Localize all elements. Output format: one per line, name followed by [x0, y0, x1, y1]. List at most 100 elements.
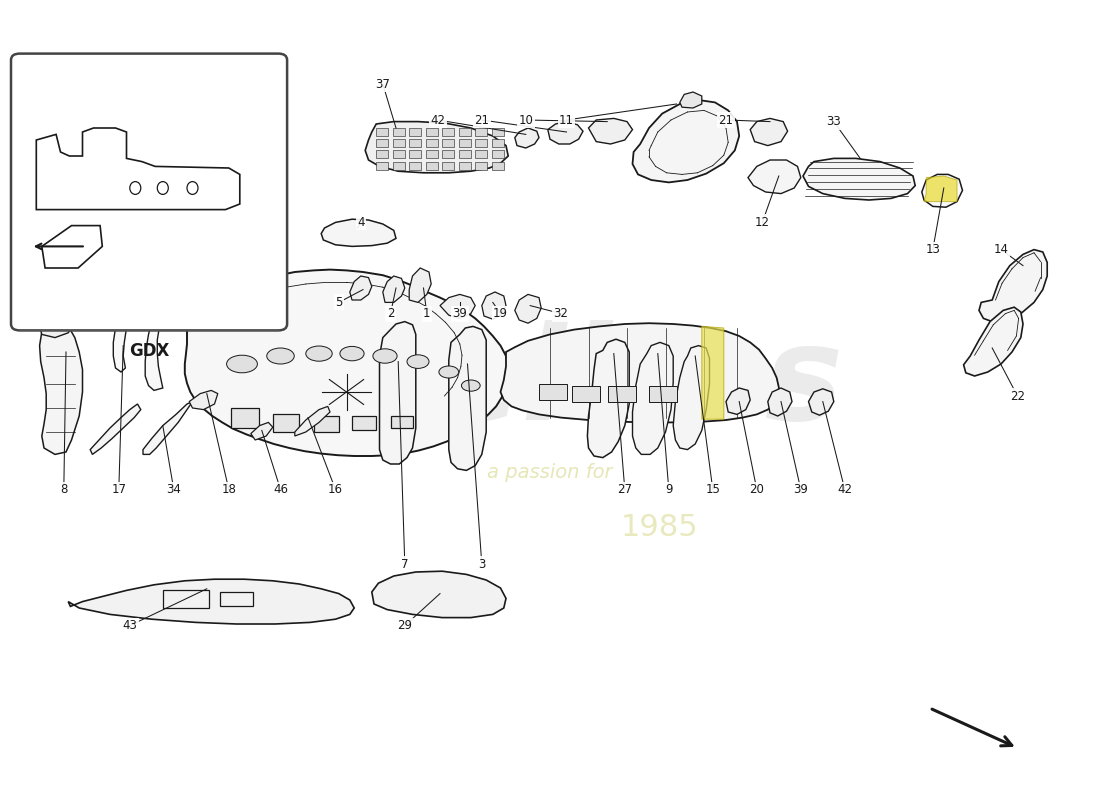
Text: 33: 33	[826, 115, 842, 128]
Polygon shape	[748, 160, 801, 194]
Ellipse shape	[340, 346, 364, 361]
Polygon shape	[409, 162, 421, 170]
Text: 9: 9	[666, 483, 672, 496]
Polygon shape	[492, 162, 504, 170]
Text: 18: 18	[221, 483, 236, 496]
Polygon shape	[390, 416, 412, 428]
Polygon shape	[539, 384, 566, 400]
Polygon shape	[442, 139, 454, 147]
Text: elites: elites	[432, 321, 844, 447]
Polygon shape	[649, 386, 676, 402]
Polygon shape	[492, 150, 504, 158]
Polygon shape	[42, 226, 102, 268]
Polygon shape	[808, 389, 834, 415]
Ellipse shape	[227, 355, 257, 373]
Ellipse shape	[266, 348, 295, 364]
Polygon shape	[572, 386, 600, 402]
Polygon shape	[768, 388, 792, 416]
Polygon shape	[673, 346, 710, 450]
Text: 5: 5	[336, 296, 342, 309]
Ellipse shape	[187, 182, 198, 194]
Polygon shape	[475, 162, 487, 170]
Polygon shape	[702, 326, 724, 419]
Polygon shape	[321, 219, 396, 246]
Polygon shape	[372, 571, 506, 618]
Ellipse shape	[130, 182, 141, 194]
Polygon shape	[383, 276, 405, 302]
Text: 26: 26	[155, 238, 170, 250]
Polygon shape	[376, 162, 388, 170]
Text: 37: 37	[375, 78, 390, 90]
Text: 15: 15	[705, 483, 720, 496]
Polygon shape	[442, 150, 454, 158]
Polygon shape	[189, 390, 218, 410]
Polygon shape	[426, 162, 438, 170]
Polygon shape	[409, 268, 431, 302]
Polygon shape	[113, 258, 148, 372]
Polygon shape	[231, 408, 258, 428]
Polygon shape	[409, 150, 421, 158]
Polygon shape	[185, 270, 508, 456]
Text: 43: 43	[122, 619, 138, 632]
Polygon shape	[314, 416, 339, 432]
Polygon shape	[352, 416, 376, 430]
Polygon shape	[924, 176, 957, 202]
Polygon shape	[409, 128, 421, 136]
Text: 22: 22	[1010, 390, 1025, 402]
Polygon shape	[632, 342, 673, 454]
Text: 39: 39	[793, 483, 808, 496]
Polygon shape	[548, 122, 583, 144]
Text: 11: 11	[559, 114, 574, 126]
Polygon shape	[393, 139, 405, 147]
Polygon shape	[500, 323, 779, 422]
Text: 7: 7	[402, 558, 408, 570]
Polygon shape	[68, 579, 354, 624]
Polygon shape	[440, 294, 475, 318]
Text: 20: 20	[749, 483, 764, 496]
Polygon shape	[492, 139, 504, 147]
Polygon shape	[442, 162, 454, 170]
Polygon shape	[680, 92, 702, 108]
Polygon shape	[459, 128, 471, 136]
Ellipse shape	[373, 349, 397, 363]
Polygon shape	[426, 139, 438, 147]
Polygon shape	[251, 422, 273, 440]
Polygon shape	[922, 174, 962, 207]
Ellipse shape	[306, 346, 332, 362]
Polygon shape	[964, 307, 1023, 376]
Polygon shape	[459, 150, 471, 158]
Text: 2: 2	[387, 307, 394, 320]
Text: 6: 6	[226, 298, 232, 310]
Polygon shape	[492, 128, 504, 136]
Polygon shape	[587, 339, 629, 458]
Polygon shape	[426, 150, 438, 158]
Text: 17: 17	[111, 483, 126, 496]
Polygon shape	[475, 128, 487, 136]
Polygon shape	[376, 150, 388, 158]
Polygon shape	[803, 158, 915, 200]
Polygon shape	[726, 388, 750, 414]
Text: a passion for: a passion for	[487, 462, 613, 482]
Polygon shape	[632, 100, 739, 182]
Polygon shape	[90, 404, 141, 454]
Text: 28: 28	[34, 315, 50, 328]
Text: 42: 42	[837, 483, 852, 496]
Polygon shape	[145, 262, 183, 390]
Polygon shape	[393, 150, 405, 158]
Text: 12: 12	[755, 216, 770, 229]
Polygon shape	[750, 118, 788, 146]
FancyBboxPatch shape	[11, 54, 287, 330]
Polygon shape	[475, 139, 487, 147]
Text: 46: 46	[273, 483, 288, 496]
Polygon shape	[295, 406, 330, 436]
Text: 39: 39	[452, 307, 468, 320]
Polygon shape	[409, 139, 421, 147]
Text: 8: 8	[60, 483, 67, 496]
Polygon shape	[379, 322, 416, 464]
Text: 13: 13	[925, 243, 940, 256]
Polygon shape	[376, 139, 388, 147]
Polygon shape	[588, 118, 632, 144]
Text: 40: 40	[232, 230, 248, 242]
Text: 42: 42	[430, 114, 446, 126]
Text: 10: 10	[518, 114, 534, 126]
